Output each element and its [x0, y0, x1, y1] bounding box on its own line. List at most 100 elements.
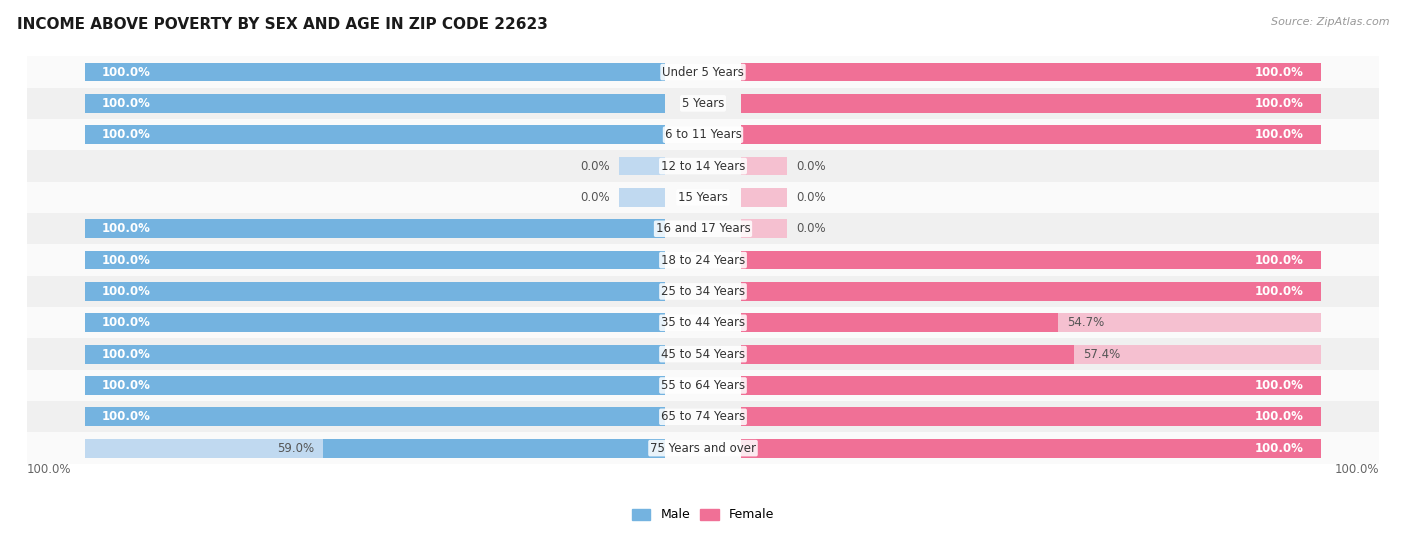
- Bar: [741, 376, 1322, 395]
- Bar: [741, 439, 1322, 458]
- Bar: [27, 433, 1379, 464]
- Text: 100.0%: 100.0%: [103, 316, 150, 329]
- Text: 100.0%: 100.0%: [103, 348, 150, 361]
- Text: 0.0%: 0.0%: [796, 191, 825, 204]
- Text: 100.0%: 100.0%: [103, 379, 150, 392]
- Bar: [84, 408, 665, 426]
- Bar: [741, 125, 1322, 144]
- Bar: [84, 282, 665, 301]
- Text: 55 to 64 Years: 55 to 64 Years: [661, 379, 745, 392]
- Bar: [741, 219, 787, 238]
- Text: 100.0%: 100.0%: [1256, 379, 1303, 392]
- Text: 100.0%: 100.0%: [103, 97, 150, 110]
- Bar: [27, 56, 1379, 88]
- Bar: [741, 282, 1322, 301]
- Bar: [84, 250, 665, 269]
- Bar: [84, 439, 665, 458]
- Bar: [741, 376, 1322, 395]
- Bar: [27, 276, 1379, 307]
- Bar: [741, 282, 1322, 301]
- Bar: [323, 439, 665, 458]
- Bar: [84, 63, 665, 82]
- Bar: [619, 188, 665, 207]
- Text: 75 Years and over: 75 Years and over: [650, 442, 756, 454]
- Bar: [741, 314, 1059, 332]
- Text: 16 and 17 Years: 16 and 17 Years: [655, 222, 751, 235]
- Text: 100.0%: 100.0%: [1334, 463, 1379, 476]
- Text: 100.0%: 100.0%: [103, 285, 150, 298]
- Text: 59.0%: 59.0%: [277, 442, 314, 454]
- Bar: [741, 345, 1074, 363]
- Text: 12 to 14 Years: 12 to 14 Years: [661, 159, 745, 173]
- Text: 100.0%: 100.0%: [1256, 97, 1303, 110]
- Text: 100.0%: 100.0%: [1256, 254, 1303, 267]
- Bar: [741, 250, 1322, 269]
- Bar: [84, 250, 665, 269]
- Text: 100.0%: 100.0%: [103, 65, 150, 79]
- Text: 100.0%: 100.0%: [103, 254, 150, 267]
- Text: 25 to 34 Years: 25 to 34 Years: [661, 285, 745, 298]
- Bar: [84, 219, 665, 238]
- Text: 0.0%: 0.0%: [581, 159, 610, 173]
- Bar: [84, 94, 665, 113]
- Bar: [741, 408, 1322, 426]
- Text: 100.0%: 100.0%: [1256, 65, 1303, 79]
- Text: 15 Years: 15 Years: [678, 191, 728, 204]
- Text: INCOME ABOVE POVERTY BY SEX AND AGE IN ZIP CODE 22623: INCOME ABOVE POVERTY BY SEX AND AGE IN Z…: [17, 17, 548, 32]
- Text: 0.0%: 0.0%: [796, 222, 825, 235]
- Bar: [84, 408, 665, 426]
- Bar: [27, 401, 1379, 433]
- Bar: [27, 182, 1379, 213]
- Bar: [27, 244, 1379, 276]
- Bar: [27, 119, 1379, 150]
- Bar: [84, 314, 665, 332]
- Text: 5 Years: 5 Years: [682, 97, 724, 110]
- Bar: [741, 94, 1322, 113]
- Bar: [84, 345, 665, 363]
- Text: 100.0%: 100.0%: [1256, 442, 1303, 454]
- Bar: [84, 314, 665, 332]
- Bar: [741, 157, 787, 176]
- Bar: [84, 125, 665, 144]
- Text: 35 to 44 Years: 35 to 44 Years: [661, 316, 745, 329]
- Bar: [619, 157, 665, 176]
- Bar: [741, 408, 1322, 426]
- Bar: [741, 94, 1322, 113]
- Text: 100.0%: 100.0%: [27, 463, 72, 476]
- Bar: [741, 188, 787, 207]
- Bar: [27, 88, 1379, 119]
- Bar: [84, 125, 665, 144]
- Bar: [84, 376, 665, 395]
- Bar: [741, 63, 1322, 82]
- Text: 54.7%: 54.7%: [1067, 316, 1104, 329]
- Bar: [84, 282, 665, 301]
- Legend: Male, Female: Male, Female: [627, 504, 779, 527]
- Text: 65 to 74 Years: 65 to 74 Years: [661, 410, 745, 423]
- Text: 100.0%: 100.0%: [103, 410, 150, 423]
- Bar: [741, 345, 1322, 363]
- Bar: [84, 345, 665, 363]
- Text: 100.0%: 100.0%: [1256, 410, 1303, 423]
- Bar: [84, 63, 665, 82]
- Text: 57.4%: 57.4%: [1083, 348, 1121, 361]
- Text: Under 5 Years: Under 5 Years: [662, 65, 744, 79]
- Bar: [27, 213, 1379, 244]
- Bar: [27, 150, 1379, 182]
- Bar: [27, 338, 1379, 370]
- Text: Source: ZipAtlas.com: Source: ZipAtlas.com: [1271, 17, 1389, 27]
- Text: 6 to 11 Years: 6 to 11 Years: [665, 128, 741, 141]
- Bar: [741, 314, 1322, 332]
- Bar: [84, 219, 665, 238]
- Text: 0.0%: 0.0%: [581, 191, 610, 204]
- Text: 0.0%: 0.0%: [796, 159, 825, 173]
- Text: 100.0%: 100.0%: [1256, 128, 1303, 141]
- Bar: [741, 250, 1322, 269]
- Bar: [741, 125, 1322, 144]
- Text: 45 to 54 Years: 45 to 54 Years: [661, 348, 745, 361]
- Bar: [84, 94, 665, 113]
- Bar: [84, 376, 665, 395]
- Text: 100.0%: 100.0%: [103, 222, 150, 235]
- Text: 18 to 24 Years: 18 to 24 Years: [661, 254, 745, 267]
- Bar: [741, 439, 1322, 458]
- Bar: [27, 307, 1379, 338]
